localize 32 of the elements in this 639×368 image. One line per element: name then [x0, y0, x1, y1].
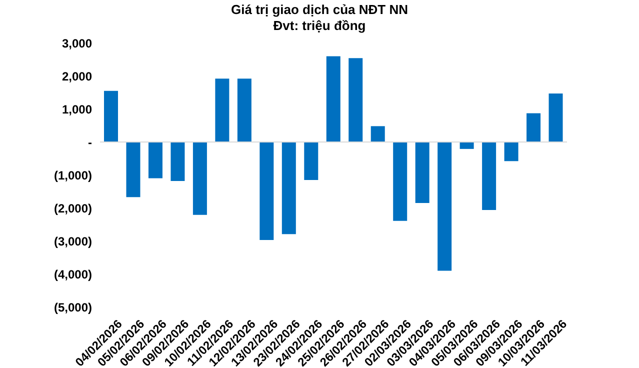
bar: [460, 142, 474, 149]
bar: [126, 142, 140, 198]
bar: [282, 142, 296, 234]
bar: [326, 56, 340, 142]
bar: [170, 142, 185, 181]
bar: [348, 58, 363, 142]
bar: [504, 142, 518, 162]
bar: [192, 142, 207, 215]
bar: [393, 142, 408, 221]
y-tick-label: (1,000): [54, 168, 92, 182]
bar: [215, 78, 230, 142]
y-tick-label: (2,000): [54, 201, 92, 216]
y-tick-label: (4,000): [54, 267, 92, 282]
bar: [237, 78, 252, 142]
bar: [438, 142, 452, 271]
y-tick-label: 3,000: [62, 36, 92, 50]
bar: [148, 142, 162, 178]
bar: [548, 93, 563, 142]
y-tick-label: 1,000: [62, 102, 92, 116]
y-tick-label: (3,000): [54, 234, 92, 248]
bar: [260, 142, 274, 240]
y-tick-label: (5,000): [54, 300, 92, 314]
y-tick-label: 2,000: [62, 69, 92, 84]
bar: [104, 90, 118, 142]
bar: [482, 142, 496, 210]
bar: [415, 142, 430, 204]
chart-title: Giá trị giao dịch của NĐT NN: [230, 2, 409, 18]
chart-subtitle: Đvt: triệu đồng: [272, 18, 367, 34]
bar: [370, 126, 385, 142]
y-tick-label: -: [88, 135, 92, 150]
bar: [304, 142, 318, 180]
bar: [526, 113, 541, 142]
